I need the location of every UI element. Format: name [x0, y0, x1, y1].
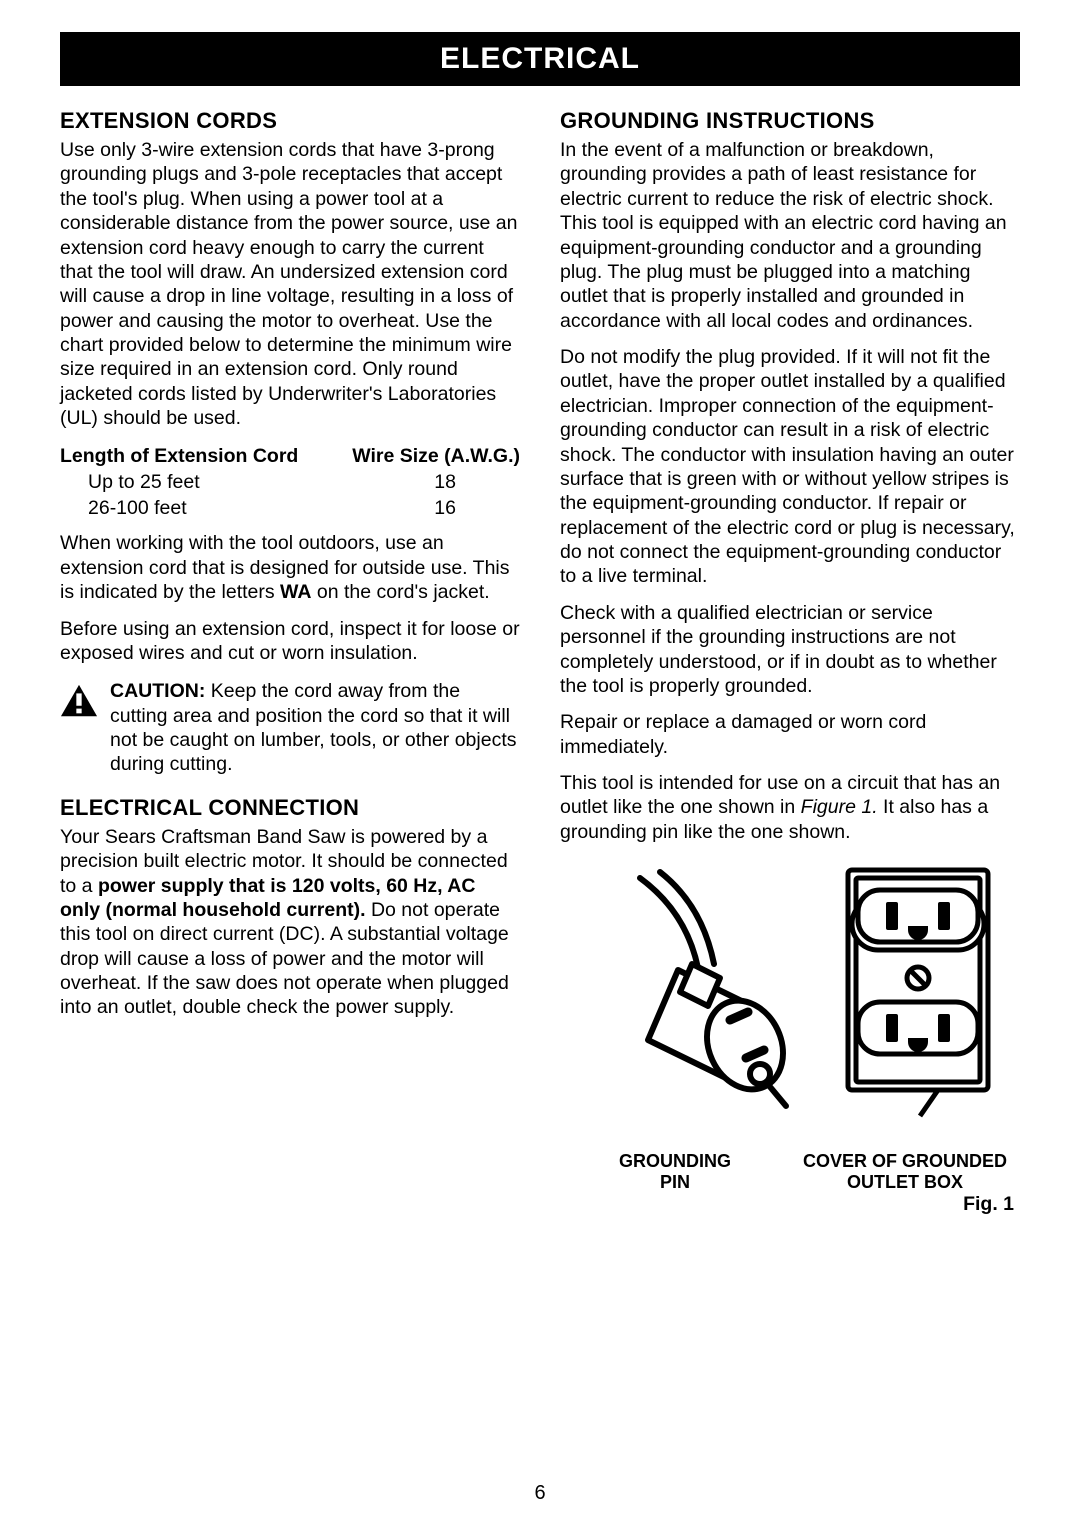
grounding-para-3: Check with a qualified electrician or se…: [560, 601, 1020, 699]
page-number: 6: [0, 1482, 1080, 1505]
table-cell-length: 26-100 feet: [88, 495, 187, 521]
grounding-para-5: This tool is intended for use on a circu…: [560, 771, 1020, 844]
table-cell-gauge: 18: [434, 469, 520, 495]
grounding-instructions-heading: GROUNDING INSTRUCTIONS: [560, 108, 1020, 134]
figure-1: GROUNDING PIN COVER OF GROUNDED OUTLET B…: [560, 860, 1020, 1215]
table-cell-length: Up to 25 feet: [88, 469, 200, 495]
right-column: GROUNDING INSTRUCTIONS In the event of a…: [560, 108, 1020, 1216]
figure-label-grounding-pin: GROUNDING PIN: [560, 1151, 790, 1192]
extension-cords-heading: EXTENSION CORDS: [60, 108, 520, 134]
extension-cords-para-3: Before using an extension cord, inspect …: [60, 617, 520, 666]
figure-caption: Fig. 1: [560, 1193, 1020, 1216]
grounding-para-1: In the event of a malfunction or breakdo…: [560, 138, 1020, 333]
wire-size-table: Length of Extension Cord Wire Size (A.W.…: [60, 443, 520, 522]
caution-block: CAUTION: Keep the cord away from the cut…: [60, 679, 520, 777]
table-cell-gauge: 16: [434, 495, 520, 521]
two-column-layout: EXTENSION CORDS Use only 3-wire extensio…: [60, 108, 1020, 1216]
warning-triangle-icon: [60, 683, 98, 719]
left-column: EXTENSION CORDS Use only 3-wire extensio…: [60, 108, 520, 1216]
extension-cords-para-2: When working with the tool outdoors, use…: [60, 531, 520, 604]
electrical-connection-para: Your Sears Craftsman Band Saw is powered…: [60, 825, 520, 1020]
extension-cords-para-1: Use only 3-wire extension cords that hav…: [60, 138, 520, 431]
figure-label-outlet-cover: COVER OF GROUNDED OUTLET BOX: [790, 1151, 1020, 1192]
plug-and-outlet-illustration: [580, 860, 1000, 1140]
table-col1-header: Length of Extension Cord: [60, 443, 298, 469]
table-col2-header: Wire Size (A.W.G.): [352, 443, 520, 469]
electrical-connection-heading: ELECTRICAL CONNECTION: [60, 795, 520, 821]
section-banner: ELECTRICAL: [60, 32, 1020, 86]
table-row: Up to 25 feet 18: [60, 469, 520, 495]
grounding-para-4: Repair or replace a damaged or worn cord…: [560, 710, 1020, 759]
caution-text: CAUTION: Keep the cord away from the cut…: [110, 679, 520, 777]
table-row: 26-100 feet 16: [60, 495, 520, 521]
grounding-para-2: Do not modify the plug provided. If it w…: [560, 345, 1020, 589]
